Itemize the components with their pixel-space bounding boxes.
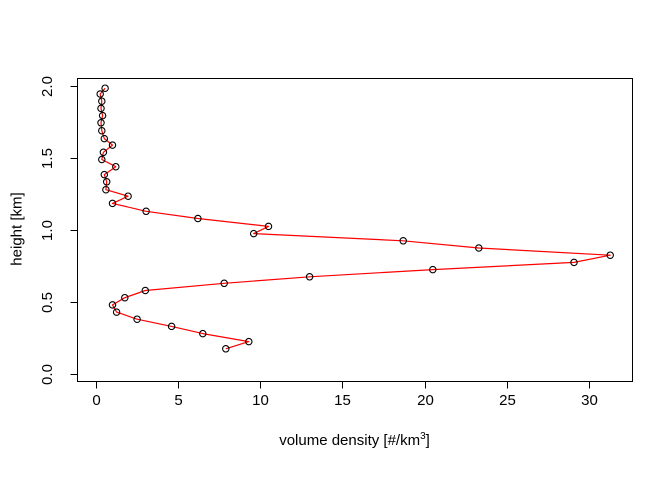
data-point-marker [121,293,129,302]
data-point-marker [220,279,228,288]
data-point-marker [98,155,106,164]
data-point-marker [98,126,106,135]
data-point-marker [112,162,120,171]
x-axis-title-text: volume density [#/km [279,432,421,449]
x-axis-tick-label: 15 [334,392,351,409]
data-point-marker [102,178,111,186]
x-axis-tick-label: 5 [174,392,182,409]
plot-box [77,78,633,382]
data-point-marker [100,170,109,179]
y-axis-tick-label: 0.0 [39,364,56,385]
data-point-marker [305,273,314,281]
data-point-marker [99,148,108,157]
x-axis-tick-label: 25 [499,392,516,409]
y-axis-tick-label: 1.0 [39,220,56,241]
data-point-marker [199,329,207,338]
profile-line [99,87,611,350]
data-point-marker [108,199,117,208]
data-point-marker [98,111,107,120]
data-point-marker [142,207,150,216]
data-point-marker [264,222,273,231]
data-point-marker [141,286,150,295]
x-axis-tick-label: 10 [252,392,269,409]
data-point-marker [100,134,109,143]
data-point-marker [96,90,104,98]
data-point-marker [570,258,578,267]
x-axis-tick-label: 0 [92,392,100,409]
data-point-marker [245,337,253,346]
x-axis-tick-label: 20 [417,392,434,409]
x-axis-title-superscript: 3 [420,431,426,442]
data-point-marker [133,315,141,323]
x-axis-title: volume density [#/km3] [77,431,632,450]
data-point-marker [399,237,407,245]
data-point-marker [108,301,117,309]
data-point-marker [249,229,258,238]
data-point-marker [167,322,176,331]
y-axis-tick-label: 1.5 [39,148,56,169]
data-point-marker [108,141,117,149]
y-axis-title: height [km] [9,192,26,265]
data-point-marker [222,345,230,353]
data-point-marker [429,265,437,274]
data-point-marker [102,185,110,194]
x-axis-tick-label: 30 [581,392,598,409]
y-axis-title-text: height [km] [8,192,26,266]
data-point-marker [97,119,105,127]
x-axis-title-close-bracket: ] [425,432,430,449]
data-point-marker [194,214,202,223]
data-point-marker [475,244,483,252]
data-point-marker [101,84,109,92]
data-point-marker [98,97,106,105]
data-point-marker [606,251,614,259]
data-point-marker [124,192,132,200]
y-axis-tick-label: 0.5 [39,292,56,313]
y-axis-tick-label: 2.0 [39,76,56,97]
data-point-marker [112,308,121,316]
data-point-marker [97,104,105,113]
